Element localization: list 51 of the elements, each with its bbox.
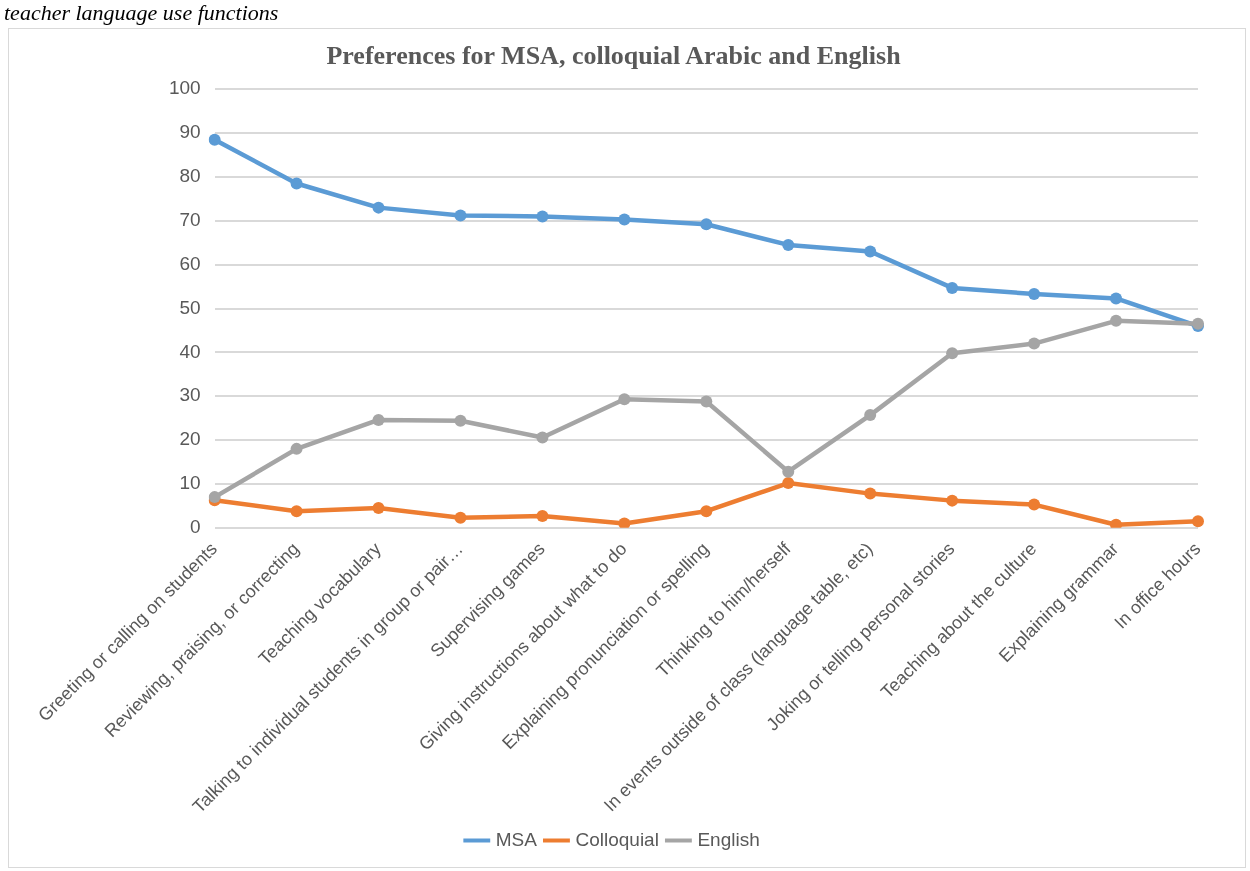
point xyxy=(864,409,877,422)
point xyxy=(536,431,549,444)
point xyxy=(536,509,549,522)
point xyxy=(1110,518,1123,528)
text: teacher language use functions xyxy=(4,0,279,26)
legend-label: MSA xyxy=(495,828,538,850)
point xyxy=(782,477,795,490)
point xyxy=(454,511,467,524)
point xyxy=(700,395,713,408)
y-tick-label: 20 xyxy=(179,428,201,450)
point xyxy=(782,238,795,251)
point xyxy=(946,494,959,507)
y-tick-label: 10 xyxy=(179,472,201,494)
point xyxy=(618,393,631,406)
point xyxy=(864,487,877,500)
point xyxy=(1110,314,1123,327)
point xyxy=(946,281,959,294)
y-tick-label: 0 xyxy=(190,516,201,538)
point xyxy=(1028,288,1041,301)
point xyxy=(782,465,795,478)
chart-title: Preferences for MSA, colloquial Arabic and English xyxy=(326,41,902,71)
point xyxy=(1110,292,1123,305)
y-tick-label: 70 xyxy=(179,209,201,231)
point xyxy=(946,347,959,360)
legend-label: English xyxy=(697,828,760,850)
point xyxy=(372,201,385,214)
point xyxy=(1028,337,1041,350)
point xyxy=(700,218,713,231)
point xyxy=(208,133,221,146)
point xyxy=(700,505,713,518)
point xyxy=(1028,498,1041,511)
point xyxy=(618,213,631,226)
legend-label: Colloquial xyxy=(575,828,659,850)
point xyxy=(372,413,385,426)
point xyxy=(372,502,385,515)
point xyxy=(454,209,467,222)
y-tick-label: 100 xyxy=(168,77,201,99)
y-tick-label: 30 xyxy=(179,384,201,406)
point xyxy=(454,414,467,427)
y-tick-label: 80 xyxy=(179,165,201,187)
point xyxy=(1192,515,1204,528)
point xyxy=(618,517,631,528)
y-tick-label: 40 xyxy=(179,340,201,362)
point xyxy=(290,505,303,518)
y-tick-label: 60 xyxy=(179,252,201,274)
point xyxy=(536,210,549,223)
point xyxy=(290,442,303,455)
point xyxy=(290,177,303,190)
y-tick-label: 50 xyxy=(179,296,201,318)
point xyxy=(864,245,877,258)
y-tick-label: 90 xyxy=(179,121,201,143)
